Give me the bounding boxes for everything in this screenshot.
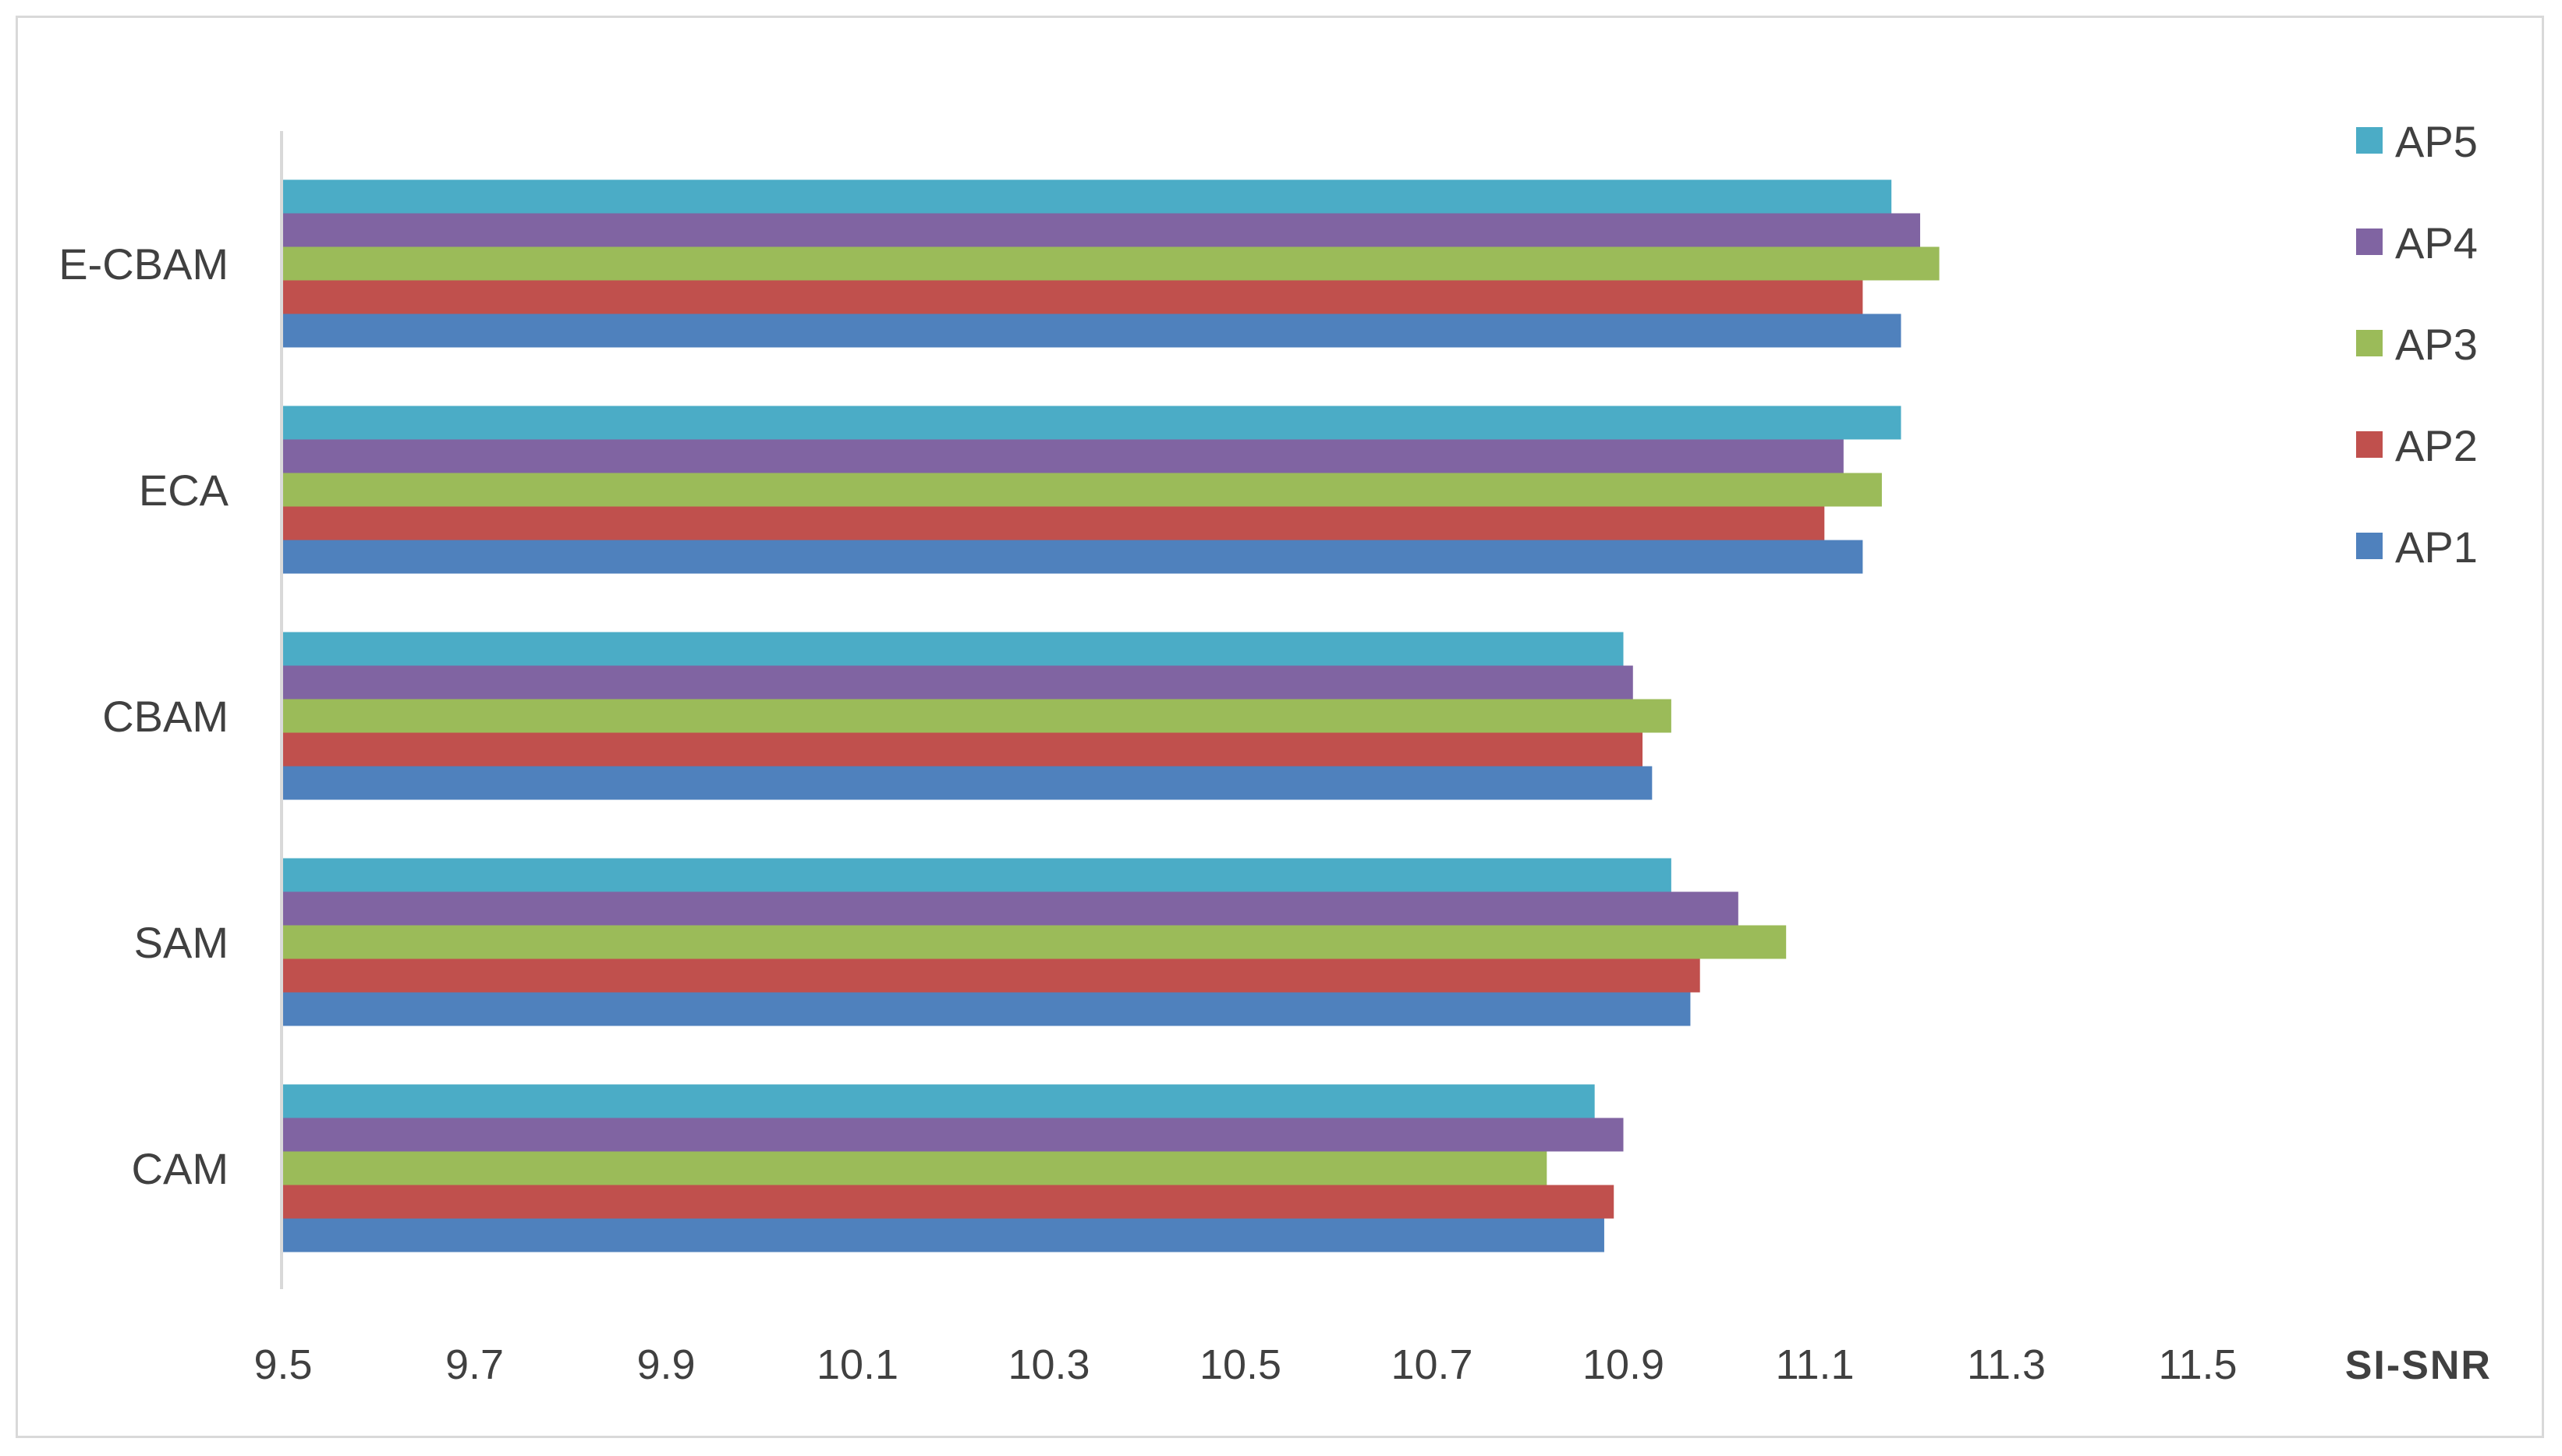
category-label: CBAM xyxy=(102,692,229,741)
legend-swatch-ap4 xyxy=(2356,228,2383,255)
x-tick-labels: 9.5 9.7 9.9 10.1 10.3 10.5 10.7 10.9 11.1 11.3 11.… xyxy=(253,1341,2237,1388)
x-tick-label: 11.3 xyxy=(1967,1341,2046,1388)
legend-swatch-ap2 xyxy=(2356,431,2383,458)
category-label: CAM xyxy=(132,1144,229,1193)
bar-e-cbam-ap2 xyxy=(283,280,1863,314)
bar-cbam-ap3 xyxy=(283,699,1671,733)
bar-eca-ap4 xyxy=(283,439,1844,473)
legend-label-ap1: AP1 xyxy=(2395,523,2478,572)
category-labels: E-CBAM ECA CBAM SAM CAM xyxy=(58,239,229,1193)
x-tick-label: 10.7 xyxy=(1391,1341,1472,1388)
bar-e-cbam-ap3 xyxy=(283,246,1940,281)
bar-cam-ap4 xyxy=(283,1118,1624,1152)
x-tick-label: 10.9 xyxy=(1582,1341,1664,1388)
bar-e-cbam-ap4 xyxy=(283,213,1921,247)
category-label: E-CBAM xyxy=(58,239,229,289)
x-tick-label: 11.5 xyxy=(2158,1341,2237,1388)
legend-swatch-ap1 xyxy=(2356,533,2383,559)
bar-e-cbam-ap1 xyxy=(283,314,1901,348)
x-tick-label: 10.3 xyxy=(1008,1341,1090,1388)
bar-cbam-ap2 xyxy=(283,732,1643,767)
legend-swatch-ap5 xyxy=(2356,127,2383,154)
bar-cam-ap2 xyxy=(283,1185,1614,1219)
bar-chart: E-CBAM ECA CBAM SAM CAM 9.5 9.7 9.9 10.1 10.3 10.… xyxy=(58,117,2492,1388)
bar-cam-ap3 xyxy=(283,1151,1547,1185)
bar-sam-ap3 xyxy=(283,925,1787,959)
x-tick-label: 11.1 xyxy=(1775,1341,1854,1388)
bars-group xyxy=(283,179,1940,1252)
legend-label-ap2: AP2 xyxy=(2395,421,2478,470)
bar-cbam-ap4 xyxy=(283,665,1633,700)
bar-eca-ap1 xyxy=(283,540,1863,574)
bar-sam-ap2 xyxy=(283,958,1700,993)
x-tick-label: 9.9 xyxy=(636,1341,695,1388)
bar-sam-ap4 xyxy=(283,891,1738,926)
x-axis-title: SI-SNR xyxy=(2345,1343,2492,1388)
legend: AP5 AP4 AP3 AP2 AP1 xyxy=(2356,117,2478,572)
x-tick-label: 10.1 xyxy=(817,1341,898,1388)
bar-cam-ap1 xyxy=(283,1218,1604,1252)
bar-cbam-ap5 xyxy=(283,632,1624,666)
bar-eca-ap5 xyxy=(283,406,1901,440)
bar-eca-ap3 xyxy=(283,473,1882,507)
category-label: ECA xyxy=(139,466,229,515)
bar-e-cbam-ap5 xyxy=(283,179,1892,214)
bar-sam-ap1 xyxy=(283,992,1691,1026)
bar-cbam-ap1 xyxy=(283,766,1653,800)
bar-eca-ap2 xyxy=(283,506,1825,540)
legend-label-ap3: AP3 xyxy=(2395,320,2478,369)
bar-cam-ap5 xyxy=(283,1084,1595,1118)
chart-frame: E-CBAM ECA CBAM SAM CAM 9.5 9.7 9.9 10.1 10.3 10.… xyxy=(16,16,2544,1438)
legend-label-ap4: AP4 xyxy=(2395,218,2478,267)
x-tick-label: 9.7 xyxy=(445,1341,504,1388)
x-tick-label: 10.5 xyxy=(1199,1341,1281,1388)
bar-sam-ap5 xyxy=(283,858,1671,892)
legend-label-ap5: AP5 xyxy=(2395,117,2478,166)
category-label: SAM xyxy=(134,918,229,967)
x-tick-label: 9.5 xyxy=(253,1341,312,1388)
legend-swatch-ap3 xyxy=(2356,330,2383,356)
